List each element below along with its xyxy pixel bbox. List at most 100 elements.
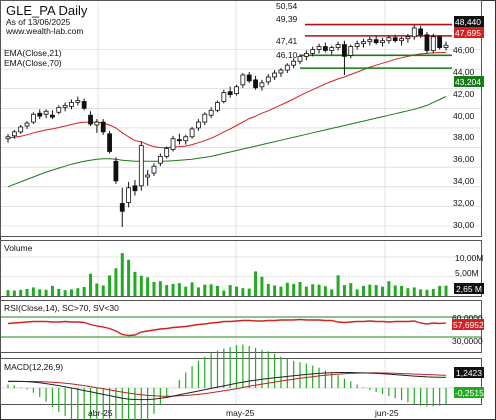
ema70-line bbox=[7, 96, 447, 188]
price-tick: 32,00 bbox=[453, 198, 475, 208]
candle-body bbox=[259, 82, 265, 88]
candle-body bbox=[253, 79, 258, 89]
volume-bar bbox=[317, 284, 321, 296]
volume-tick: 5,00M bbox=[455, 268, 479, 278]
candle-body bbox=[303, 53, 309, 57]
volume-pane bbox=[0, 240, 482, 297]
volume-bar bbox=[165, 285, 169, 296]
volume-bar bbox=[6, 290, 10, 296]
candle-body bbox=[418, 28, 424, 36]
candle-body bbox=[176, 139, 182, 142]
macd-lines bbox=[1, 344, 481, 420]
price-tick: 44,00 bbox=[453, 67, 475, 77]
volume-bar bbox=[323, 286, 327, 296]
volume-bar bbox=[368, 284, 372, 296]
price-tick: 42,00 bbox=[453, 89, 475, 99]
volume-value: 2,65 M bbox=[456, 284, 482, 294]
candle-body bbox=[310, 49, 316, 54]
ema21-line bbox=[7, 52, 447, 149]
candle-body bbox=[322, 46, 328, 51]
rsi-value: 57,6952 bbox=[453, 320, 484, 330]
volume-bar bbox=[374, 285, 378, 296]
candle-body bbox=[100, 121, 106, 133]
volume-bar bbox=[158, 281, 162, 296]
volume-bar bbox=[19, 289, 23, 296]
candlesticks bbox=[5, 24, 449, 227]
volume-bar bbox=[400, 285, 404, 296]
candle-body bbox=[189, 128, 195, 138]
volume-bar bbox=[273, 285, 277, 296]
volume-bar bbox=[25, 288, 29, 296]
price-tick: 46,00 bbox=[453, 45, 475, 55]
candle-body bbox=[215, 102, 220, 111]
volume-bar bbox=[311, 284, 315, 296]
candle-body bbox=[221, 92, 227, 102]
candle-body bbox=[354, 43, 360, 47]
volume-bar bbox=[298, 281, 302, 296]
ema21-path bbox=[7, 52, 447, 149]
candle-body bbox=[430, 36, 436, 51]
candle-body bbox=[411, 27, 417, 38]
last-price-value: 48,440 bbox=[455, 17, 481, 27]
volume-bar bbox=[279, 286, 283, 296]
volume-bar bbox=[184, 286, 188, 296]
x-label-may: may-25 bbox=[226, 408, 255, 418]
candle-body bbox=[361, 41, 366, 45]
volume-bar bbox=[381, 286, 385, 296]
candle-body bbox=[37, 112, 43, 117]
x-label-abr: abr-25 bbox=[88, 408, 113, 418]
volume-bar bbox=[444, 285, 448, 296]
volume-bar bbox=[152, 281, 156, 296]
candle-body bbox=[24, 122, 30, 127]
candle-body bbox=[316, 46, 322, 50]
candle-body bbox=[183, 136, 189, 142]
volume-bars bbox=[6, 253, 448, 296]
candle-body bbox=[272, 72, 278, 78]
volume-bar bbox=[12, 290, 16, 296]
volume-bar bbox=[412, 287, 416, 296]
candle-body bbox=[246, 74, 252, 82]
candle-body bbox=[437, 36, 443, 48]
volume-bar bbox=[209, 284, 213, 296]
volume-bar bbox=[292, 283, 296, 296]
volume-bar bbox=[133, 271, 137, 296]
volume-bar bbox=[349, 283, 353, 296]
volume-bar bbox=[44, 289, 48, 296]
volume-bar bbox=[235, 286, 239, 296]
volume-badge bbox=[454, 283, 484, 294]
volume-bar bbox=[101, 285, 105, 296]
macd-label: MACD(12,26,9) bbox=[4, 362, 63, 372]
candle-body bbox=[424, 34, 430, 51]
volume-bar bbox=[108, 275, 112, 296]
candle-body bbox=[208, 109, 214, 116]
volume-bar bbox=[228, 285, 232, 296]
candle-body bbox=[56, 106, 62, 113]
volume-bar bbox=[31, 287, 35, 296]
volume-bar bbox=[285, 282, 289, 296]
volume-bar bbox=[336, 275, 340, 296]
candle-body bbox=[297, 55, 303, 62]
grid-lines bbox=[1, 1, 481, 404]
volume-bar bbox=[241, 288, 245, 296]
candle-body bbox=[81, 101, 87, 109]
candle-body bbox=[348, 46, 354, 56]
candle-body bbox=[399, 38, 404, 42]
candle-body bbox=[5, 136, 11, 140]
volume-bar bbox=[196, 287, 200, 296]
candle-body bbox=[50, 114, 55, 118]
level-label-49-39: 49,39 bbox=[276, 14, 298, 24]
candle-body bbox=[132, 185, 138, 192]
ema21-badge bbox=[454, 27, 484, 38]
candle-body bbox=[170, 138, 176, 150]
volume-bar bbox=[260, 276, 264, 296]
candle-body bbox=[69, 102, 74, 107]
rsi-line bbox=[1, 316, 481, 338]
volume-bar bbox=[222, 290, 226, 296]
rsi-tick: 30,0000 bbox=[452, 336, 483, 346]
volume-bar bbox=[190, 282, 194, 296]
volume-bar bbox=[266, 283, 270, 296]
rsi-tick: 60,0000 bbox=[452, 313, 483, 323]
candle-body bbox=[329, 47, 335, 51]
macd-path bbox=[8, 372, 447, 401]
